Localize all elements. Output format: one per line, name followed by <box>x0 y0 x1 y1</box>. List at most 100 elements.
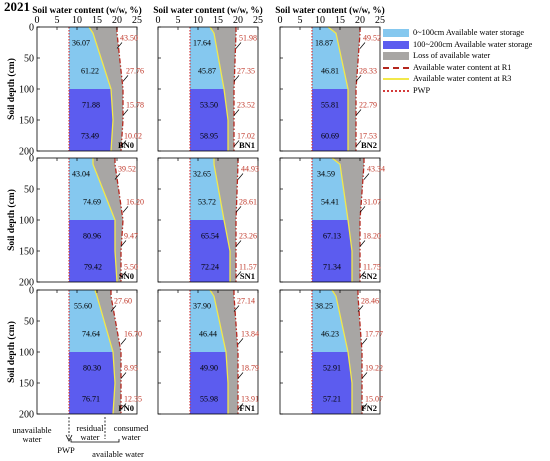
loss-value-label-bn1: 27.35 <box>237 66 255 75</box>
lower-storage-bn2 <box>312 89 348 151</box>
r1-line-bn2 <box>355 27 361 151</box>
loss-value-label-sn1: 44.93 <box>241 165 259 174</box>
label-pointer-sn2 <box>359 206 366 213</box>
loss-value-label-sn0: 9.47 <box>124 232 138 241</box>
r1-line-fn2 <box>357 290 363 414</box>
r1-line-fn0 <box>110 290 122 414</box>
y-tick-label-sn0: 50 <box>24 185 34 196</box>
x-tick-label-bn0: 15 <box>92 15 102 26</box>
label-pointer-sn2 <box>359 271 366 278</box>
r3-line-bn0 <box>88 26 114 152</box>
loss-value-label-sn2: 18.20 <box>363 232 381 241</box>
storage-value-label-fn0: 80.30 <box>83 364 101 373</box>
loss-value-label-sn2: 43.34 <box>367 165 385 174</box>
y-tick-label-fn0: 50 <box>24 317 34 328</box>
label-pointer-sn0 <box>114 173 121 180</box>
y-tick-label-bn0: 50 <box>24 54 34 65</box>
loss-value-label-sn1: 23.26 <box>239 232 257 241</box>
label-pointer-sn0 <box>122 206 129 213</box>
storage-value-label-bn2: 55.81 <box>321 101 339 110</box>
label-pointer-fn1 <box>237 372 244 379</box>
storage-value-label-fn2: 46.23 <box>321 329 339 338</box>
label-pointer-fn1 <box>233 305 240 312</box>
y-tick-label-bn0: 0 <box>29 23 34 34</box>
loss-value-label-fn0: 16.70 <box>124 329 142 338</box>
loss-value-label-fn1: 13.84 <box>241 329 259 338</box>
label-pointer-fn0 <box>120 372 127 379</box>
storage-value-label-bn1: 53.50 <box>200 101 218 110</box>
loss-area-fn2 <box>332 290 362 414</box>
treatment-label-bn0: BN0 <box>118 140 134 150</box>
loss-value-label-sn2: 31.07 <box>363 197 381 206</box>
lower-storage-sn0 <box>69 220 117 282</box>
legend-swatch-upper <box>383 29 409 37</box>
loss-value-label-bn0: 10.02 <box>124 132 142 141</box>
upper-storage-fn2 <box>312 290 348 352</box>
x-axis-title-bn0: Soil water content (w/w, %) <box>32 5 142 16</box>
legend-text-loss: Loss of available water <box>413 51 491 60</box>
r3-line-sn2 <box>331 157 353 282</box>
x-tick-label-bn0: 10 <box>72 15 82 26</box>
legend-text-lower: 100~200cm Available water storage <box>413 39 533 49</box>
treatment-label-sn1: SN1 <box>240 271 255 281</box>
label-pointer-sn0 <box>120 240 127 247</box>
label-pointer-sn1 <box>235 271 242 278</box>
storage-value-label-bn2: 46.81 <box>321 66 339 75</box>
loss-value-label-bn0: 43.50 <box>120 34 138 43</box>
storage-value-label-bn0: 36.07 <box>72 39 90 48</box>
label-pointer-sn2 <box>359 240 366 247</box>
y-tick-label-fn0: 100 <box>19 348 34 359</box>
storage-value-label-sn2: 54.41 <box>321 197 339 206</box>
loss-value-label-bn2: 17.53 <box>359 132 377 141</box>
storage-value-label-bn1: 45.87 <box>198 66 216 75</box>
loss-area-sn1 <box>214 158 238 282</box>
storage-value-label-sn2: 34.59 <box>317 170 335 179</box>
loss-value-label-fn1: 13.91 <box>241 395 259 404</box>
storage-value-label-bn1: 58.95 <box>200 132 218 141</box>
y-tick-label-sn0: 0 <box>29 154 34 165</box>
x-tick-label-bn1: 0 <box>156 15 161 26</box>
y-tick-label-bn0: 100 <box>19 85 34 96</box>
legend-swatch-loss <box>383 52 409 60</box>
label-pointer-bn1 <box>235 42 242 49</box>
storage-value-label-sn0: 43.04 <box>72 170 90 179</box>
loss-value-label-fn1: 18.79 <box>241 364 259 373</box>
storage-value-label-fn1: 46.44 <box>199 329 217 338</box>
loss-value-label-bn1: 51.98 <box>239 34 257 43</box>
storage-value-label-sn2: 67.13 <box>323 232 341 241</box>
r3-line-fn1 <box>209 289 229 414</box>
storage-value-label-fn1: 49.90 <box>200 364 218 373</box>
storage-value-label-sn1: 53.72 <box>198 197 216 206</box>
storage-value-label-sn0: 79.42 <box>84 263 102 272</box>
label-pointer-fn0 <box>120 338 127 345</box>
legend-text-upper: 0~100cm Available water storage <box>413 28 525 37</box>
label-pointer-fn0 <box>120 403 127 410</box>
x-tick-label-bn0: 5 <box>55 15 60 26</box>
annotation-residual: residual water <box>76 423 104 442</box>
label-pointer-fn2 <box>361 403 368 410</box>
storage-value-label-bn1: 17.64 <box>193 39 211 48</box>
x-tick-label-bn1: 25 <box>253 15 263 26</box>
annotation-unavailable: unavailable water <box>12 425 52 444</box>
treatment-label-fn1: FN1 <box>239 403 255 413</box>
treatment-label-sn0: SN0 <box>119 271 134 281</box>
r3-line-sn1 <box>213 158 231 282</box>
x-tick-label-bn1: 15 <box>213 15 223 26</box>
label-pointer-fn2 <box>361 338 368 345</box>
storage-value-label-bn2: 60.69 <box>321 132 339 141</box>
storage-value-label-sn1: 32.65 <box>193 170 211 179</box>
storage-value-label-fn0: 55.60 <box>74 302 92 311</box>
treatment-label-sn2: SN2 <box>362 271 377 281</box>
label-pointer-bn2 <box>355 75 362 82</box>
label-pointer-fn1 <box>237 338 244 345</box>
r3-line-sn0 <box>92 158 118 283</box>
loss-value-label-fn2: 17.77 <box>365 329 383 338</box>
loss-value-label-bn0: 15.78 <box>126 101 144 110</box>
y-tick-label-fn0: 200 <box>19 410 34 421</box>
loss-value-label-bn2: 49.52 <box>363 34 381 43</box>
y-axis-title-fn0: Soil depth (cm) <box>6 321 17 383</box>
lower-storage-sn2 <box>312 220 352 282</box>
loss-value-label-sn2: 11.75 <box>363 263 381 272</box>
x-tick-label-bn0: 20 <box>112 15 122 26</box>
loss-value-label-fn1: 27.14 <box>237 297 255 306</box>
